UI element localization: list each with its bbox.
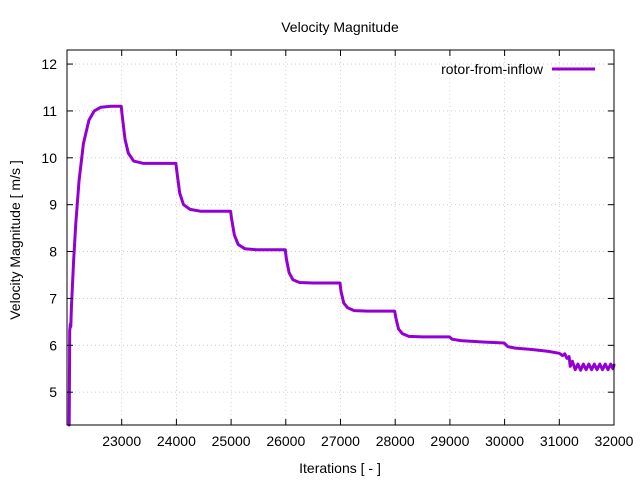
x-tick-label: 27000 (321, 433, 360, 449)
x-tick-label: 31000 (540, 433, 579, 449)
y-tick-label: 10 (41, 150, 57, 166)
x-tick-label: 25000 (212, 433, 251, 449)
x-tick-labels: 23000 24000 25000 26000 27000 28000 29000 30000… (102, 433, 633, 449)
tick-marks (67, 50, 615, 425)
y-tick-label: 9 (49, 197, 57, 213)
legend-label: rotor-from-inflow (441, 61, 544, 77)
y-tick-label: 8 (49, 244, 57, 260)
chart-title: Velocity Magnitude (281, 19, 399, 35)
x-tick-label: 23000 (102, 433, 141, 449)
x-tick-label: 30000 (485, 433, 524, 449)
y-axis-label: Velocity Magnitude [ m/s ] (7, 160, 23, 320)
y-tick-label: 11 (42, 103, 57, 119)
y-tick-label: 12 (41, 56, 57, 72)
x-axis-label: Iterations [ - ] (299, 460, 381, 476)
x-tick-label: 28000 (376, 433, 415, 449)
legend: rotor-from-inflow (441, 61, 595, 77)
x-tick-label: 26000 (266, 433, 305, 449)
x-tick-label: 32000 (595, 433, 634, 449)
y-tick-label: 6 (49, 337, 57, 353)
series-line (67, 104, 616, 427)
x-tick-label: 24000 (157, 433, 196, 449)
y-tick-label: 7 (49, 290, 57, 306)
x-tick-label: 29000 (430, 433, 469, 449)
y-tick-label: 5 (49, 384, 57, 400)
series-layer (67, 104, 616, 427)
y-tick-labels: 5 6 7 8 9 10 11 12 (41, 56, 57, 400)
